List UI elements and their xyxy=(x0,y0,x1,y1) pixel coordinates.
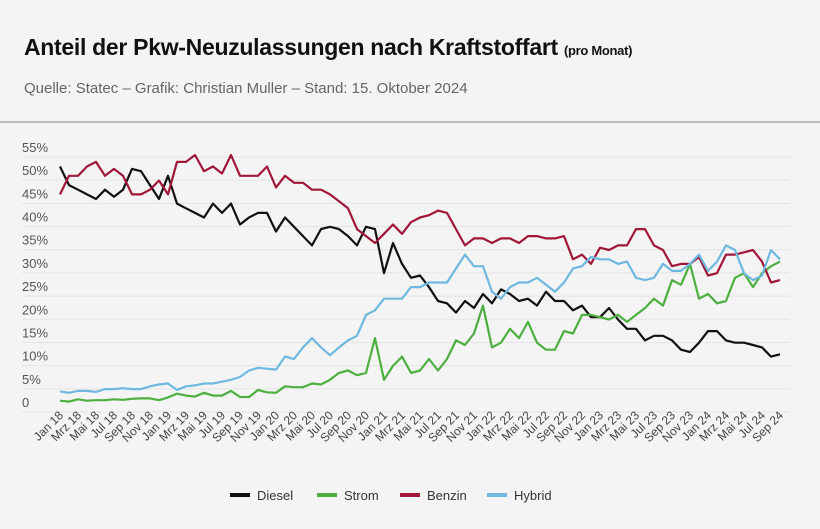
legend-label-hybrid: Hybrid xyxy=(514,488,552,503)
chart-source: Quelle: Statec – Grafik: Christian Mulle… xyxy=(24,80,468,97)
series-line-hybrid xyxy=(59,244,781,394)
y-axis-ticks: 0 5% 10% 15% 20% 25% 30% 35% 40% 45% 50% 55% xyxy=(22,140,48,410)
y-tick-label: 0 xyxy=(22,395,29,410)
title-main: Anteil der Pkw-Neuzulassungen nach Kraft… xyxy=(24,34,558,60)
legend-label-strom: Strom xyxy=(344,488,379,503)
y-tick-label: 25% xyxy=(22,279,48,294)
legend-swatch-diesel xyxy=(230,493,250,497)
y-tick-label: 55% xyxy=(22,140,48,155)
divider xyxy=(0,121,820,123)
y-tick-label: 10% xyxy=(22,349,48,364)
legend-swatch-strom xyxy=(317,493,337,497)
y-tick-label: 50% xyxy=(22,163,48,178)
chart-title: Anteil der Pkw-Neuzulassungen nach Kraft… xyxy=(24,34,632,61)
legend-swatch-benzin xyxy=(400,493,420,497)
y-tick-label: 15% xyxy=(22,325,48,340)
y-tick-label: 45% xyxy=(22,186,48,201)
y-tick-label: 40% xyxy=(22,210,48,225)
title-suffix: (pro Monat) xyxy=(563,43,633,58)
legend-label-benzin: Benzin xyxy=(427,488,467,503)
gridlines xyxy=(22,156,790,413)
legend-swatch-hybrid xyxy=(487,493,507,497)
series-lines xyxy=(59,153,781,403)
y-tick-label: 35% xyxy=(22,233,48,248)
legend-label-diesel: Diesel xyxy=(257,488,293,503)
series-line-benzin xyxy=(59,153,781,284)
series-line-diesel xyxy=(59,166,781,358)
y-tick-label: 5% xyxy=(22,372,41,387)
y-tick-label: 30% xyxy=(22,256,48,271)
legend: Diesel Strom Benzin Hybrid xyxy=(230,488,552,503)
series-line-strom xyxy=(59,260,781,403)
y-tick-label: 20% xyxy=(22,302,48,317)
